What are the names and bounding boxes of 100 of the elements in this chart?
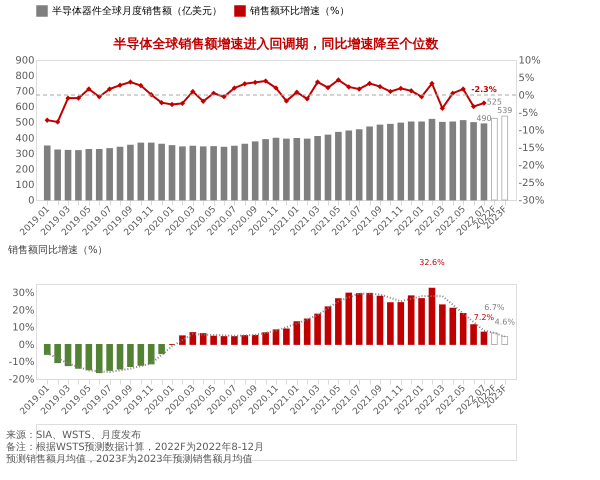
- bar: [231, 336, 238, 345]
- bar: [345, 292, 352, 345]
- bar: [44, 145, 51, 200]
- data-label: 539: [497, 106, 512, 116]
- bar: [158, 344, 165, 354]
- y-tick-label: 30%: [12, 288, 34, 300]
- y-tick-label: 600: [15, 102, 34, 114]
- point: [180, 100, 186, 106]
- bar: [335, 298, 342, 345]
- bar: [148, 344, 155, 364]
- bar: [210, 336, 217, 345]
- bar: [324, 306, 332, 345]
- point: [366, 80, 372, 86]
- bar: [408, 295, 414, 345]
- bar: [397, 302, 404, 345]
- y2-tick-label: -30%: [518, 196, 544, 206]
- bar: [64, 150, 72, 200]
- bar: [86, 344, 92, 370]
- bar: [356, 293, 362, 345]
- source-note: 来源：SIA、WSTS、月度发布: [6, 429, 141, 441]
- bar: [470, 324, 477, 345]
- bar: [480, 332, 488, 345]
- bar: [314, 136, 321, 200]
- bar: [366, 126, 373, 200]
- y-tick-label: -10%: [8, 357, 34, 368]
- point: [481, 100, 487, 106]
- bar: [241, 335, 248, 345]
- point: [356, 86, 362, 92]
- bar: [449, 122, 456, 200]
- bar: [304, 318, 311, 345]
- y2-tick-label: 0%: [518, 90, 534, 102]
- point: [200, 98, 206, 104]
- bar: [324, 134, 332, 200]
- bar: [345, 130, 352, 200]
- bar: [158, 144, 165, 200]
- text: 备注：根据WSTS预测数据计算，2022F为2022年8-12月: [6, 441, 264, 453]
- data-label: 7.2%: [474, 313, 495, 322]
- data-label: 525: [486, 97, 502, 106]
- bar: [418, 122, 425, 200]
- point: [273, 85, 279, 91]
- point: [398, 86, 404, 91]
- bar: [96, 344, 103, 374]
- bar: [262, 139, 269, 200]
- data-label: -2.3%: [471, 85, 497, 94]
- bar: [304, 138, 311, 200]
- point: [304, 96, 310, 102]
- bar: [283, 138, 290, 200]
- bar: [397, 122, 404, 200]
- bar: [148, 142, 155, 200]
- bar: [106, 148, 113, 200]
- bar: [231, 146, 238, 200]
- bar: [272, 329, 280, 345]
- bar: [418, 298, 425, 345]
- bar: [106, 344, 113, 371]
- data-label: 32.6%: [419, 258, 446, 268]
- bar: [75, 150, 82, 200]
- bar: [116, 344, 124, 370]
- bar: [138, 142, 144, 200]
- y-tick-label: 900: [15, 56, 34, 66]
- bar: [439, 122, 446, 200]
- bar: [210, 146, 217, 200]
- bar: [200, 146, 207, 200]
- bar: [220, 336, 228, 345]
- bar: [387, 302, 394, 345]
- bar: [262, 332, 269, 345]
- bar: [127, 344, 134, 367]
- point: [460, 86, 466, 92]
- y-tick-label: 200: [15, 164, 34, 176]
- bar: [272, 138, 280, 200]
- y-tick-label: 10%: [12, 322, 34, 334]
- bar: [293, 138, 300, 200]
- bar: [470, 122, 477, 200]
- y-tick-label: 0: [28, 196, 34, 206]
- point: [44, 118, 50, 123]
- bar: [439, 304, 446, 345]
- data-label: 6.7%: [484, 302, 505, 312]
- point: [294, 90, 300, 95]
- bar: [501, 116, 508, 200]
- legend-label: 销售额环比增速（%）: [249, 5, 350, 17]
- data-label: 490: [476, 114, 492, 123]
- bar: [428, 118, 436, 200]
- point: [336, 77, 342, 83]
- bar: [116, 146, 124, 200]
- point: [252, 80, 258, 86]
- point: [232, 85, 238, 91]
- bar: [54, 344, 61, 364]
- bar: [376, 296, 384, 345]
- bar: [376, 124, 384, 200]
- bar: [54, 150, 61, 200]
- bar: [190, 332, 196, 345]
- y-tick-label: 700: [15, 86, 34, 98]
- bar: [190, 146, 196, 200]
- point: [377, 84, 383, 90]
- y2-tick-label: 5%: [518, 73, 534, 84]
- bar: [252, 141, 259, 200]
- bar: [480, 123, 488, 200]
- y2-tick-label: -5%: [518, 108, 538, 119]
- y2-tick-label: -25%: [518, 178, 544, 189]
- point: [470, 104, 476, 110]
- bar: [428, 288, 436, 345]
